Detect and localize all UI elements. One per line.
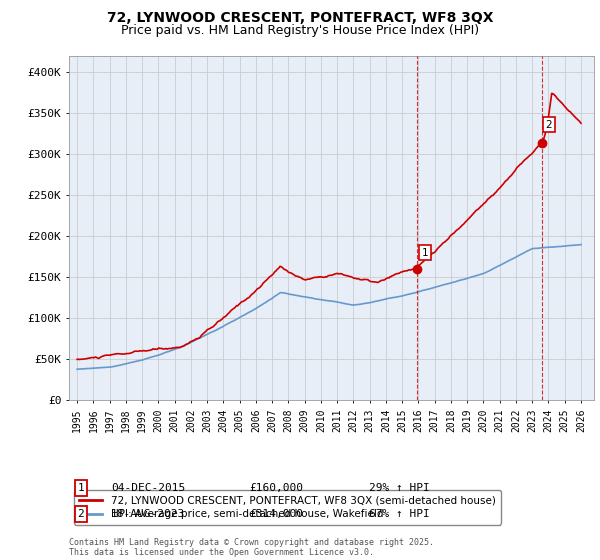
Text: 67% ↑ HPI: 67% ↑ HPI	[369, 509, 430, 519]
Text: Price paid vs. HM Land Registry's House Price Index (HPI): Price paid vs. HM Land Registry's House …	[121, 24, 479, 36]
Text: 2: 2	[545, 120, 552, 130]
Text: 29% ↑ HPI: 29% ↑ HPI	[369, 483, 430, 493]
Text: 1: 1	[422, 248, 428, 258]
Text: 72, LYNWOOD CRESCENT, PONTEFRACT, WF8 3QX: 72, LYNWOOD CRESCENT, PONTEFRACT, WF8 3Q…	[107, 11, 493, 25]
Text: £314,000: £314,000	[249, 509, 303, 519]
Text: 1: 1	[77, 483, 85, 493]
Text: 18-AUG-2023: 18-AUG-2023	[111, 509, 185, 519]
Text: Contains HM Land Registry data © Crown copyright and database right 2025.
This d: Contains HM Land Registry data © Crown c…	[69, 538, 434, 557]
Legend: 72, LYNWOOD CRESCENT, PONTEFRACT, WF8 3QX (semi-detached house), HPI: Average pr: 72, LYNWOOD CRESCENT, PONTEFRACT, WF8 3Q…	[74, 490, 501, 525]
Text: £160,000: £160,000	[249, 483, 303, 493]
Text: 04-DEC-2015: 04-DEC-2015	[111, 483, 185, 493]
Text: 2: 2	[77, 509, 85, 519]
